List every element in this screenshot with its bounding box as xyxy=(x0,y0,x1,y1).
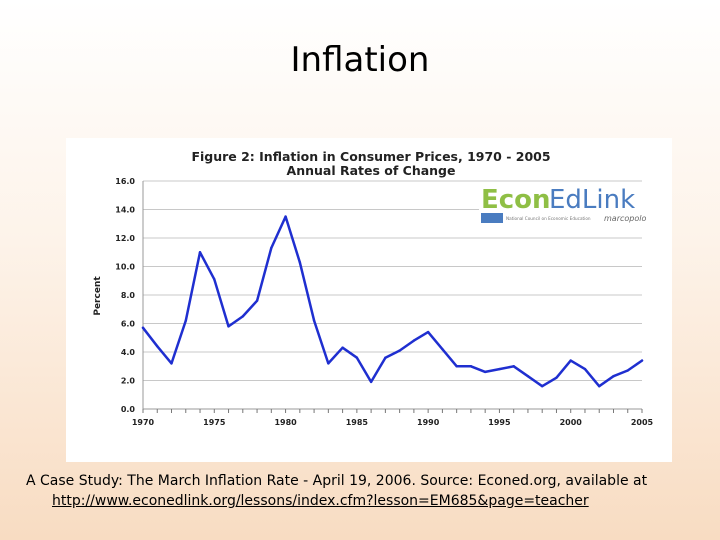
x-tick-label: 2000 xyxy=(560,418,583,427)
data-point xyxy=(483,370,487,374)
data-point xyxy=(598,385,601,388)
data-point xyxy=(612,375,615,378)
y-tick-label: 2.0 xyxy=(121,377,136,386)
data-point xyxy=(412,339,416,342)
logo-background xyxy=(479,182,645,228)
data-point xyxy=(441,347,444,351)
y-tick-label: 0.0 xyxy=(121,405,136,414)
axis-layer: 0.0 2.0 4.0 6.0 8.0 10.0 12.0 14.0 16.0 1970 1975 1… xyxy=(115,177,653,427)
x-tick-label: 1985 xyxy=(346,418,369,427)
data-point xyxy=(170,362,173,365)
series-layer xyxy=(141,215,644,388)
series-line xyxy=(141,215,644,388)
grid-layer xyxy=(143,180,642,410)
data-point xyxy=(369,380,373,384)
data-point xyxy=(469,365,473,368)
econedlink-logo: Econ EdLink National Council on Economic… xyxy=(479,182,646,228)
data-point xyxy=(569,359,572,362)
x-tick-label: 1995 xyxy=(488,418,511,427)
y-tick-label: 16.0 xyxy=(115,177,135,186)
data-point xyxy=(555,376,558,379)
data-point xyxy=(156,345,159,348)
data-point xyxy=(541,385,544,388)
data-point xyxy=(298,261,302,264)
data-point xyxy=(255,299,259,302)
logo-partner-text: marcopolo xyxy=(604,214,646,223)
y-tick-label: 8.0 xyxy=(121,291,136,300)
data-point xyxy=(640,359,644,362)
data-point xyxy=(455,365,458,368)
x-tick-label: 1975 xyxy=(203,418,226,427)
x-tick-label: 1970 xyxy=(132,418,155,427)
data-point xyxy=(312,319,316,322)
chart-subtitle: Annual Rates of Change xyxy=(287,163,456,178)
y-axis-label: Percent xyxy=(93,276,103,316)
x-tick-label: 1990 xyxy=(417,418,440,427)
data-point xyxy=(341,346,344,349)
caption: A Case Study: The March Inflation Rate -… xyxy=(26,471,706,511)
data-point xyxy=(626,369,629,372)
y-tick-label: 4.0 xyxy=(121,348,136,357)
logo-edlink-text: EdLink xyxy=(549,185,635,215)
data-point xyxy=(327,362,330,365)
data-point xyxy=(583,367,587,371)
data-point xyxy=(213,278,216,281)
y-tick-label: 10.0 xyxy=(115,263,135,272)
inflation-chart: Figure 2: Inflation in Consumer Prices, … xyxy=(93,149,654,427)
y-tick-label: 14.0 xyxy=(115,206,135,215)
data-point xyxy=(355,356,359,359)
data-point xyxy=(526,375,530,378)
data-point xyxy=(512,365,515,368)
data-point xyxy=(141,326,145,329)
data-point xyxy=(398,349,401,352)
data-point xyxy=(270,246,273,250)
data-point xyxy=(241,315,244,318)
logo-econ-text: Econ xyxy=(481,185,551,215)
y-tick-label: 6.0 xyxy=(121,320,136,329)
y-tick-label: 12.0 xyxy=(115,234,135,243)
data-point xyxy=(284,215,287,218)
chart-title: Figure 2: Inflation in Consumer Prices, … xyxy=(191,149,550,164)
logo-ncee-badge xyxy=(481,213,503,223)
data-point xyxy=(198,251,202,254)
x-tick-label: 1980 xyxy=(274,418,297,427)
logo-subtitle-text: National Council on Economic Education xyxy=(506,216,591,221)
source-link[interactable]: http://www.econedlink.org/lessons/index.… xyxy=(52,493,589,509)
data-point xyxy=(184,319,187,322)
caption-text: A Case Study: The March Inflation Rate -… xyxy=(26,473,648,489)
slide-title: Inflation xyxy=(290,40,430,80)
data-point xyxy=(498,367,501,371)
x-tick-label: 2005 xyxy=(631,418,654,427)
chart-panel: Figure 2: Inflation in Consumer Prices, … xyxy=(66,138,672,462)
data-point xyxy=(426,330,430,334)
data-point xyxy=(227,325,230,328)
data-point xyxy=(384,356,387,359)
